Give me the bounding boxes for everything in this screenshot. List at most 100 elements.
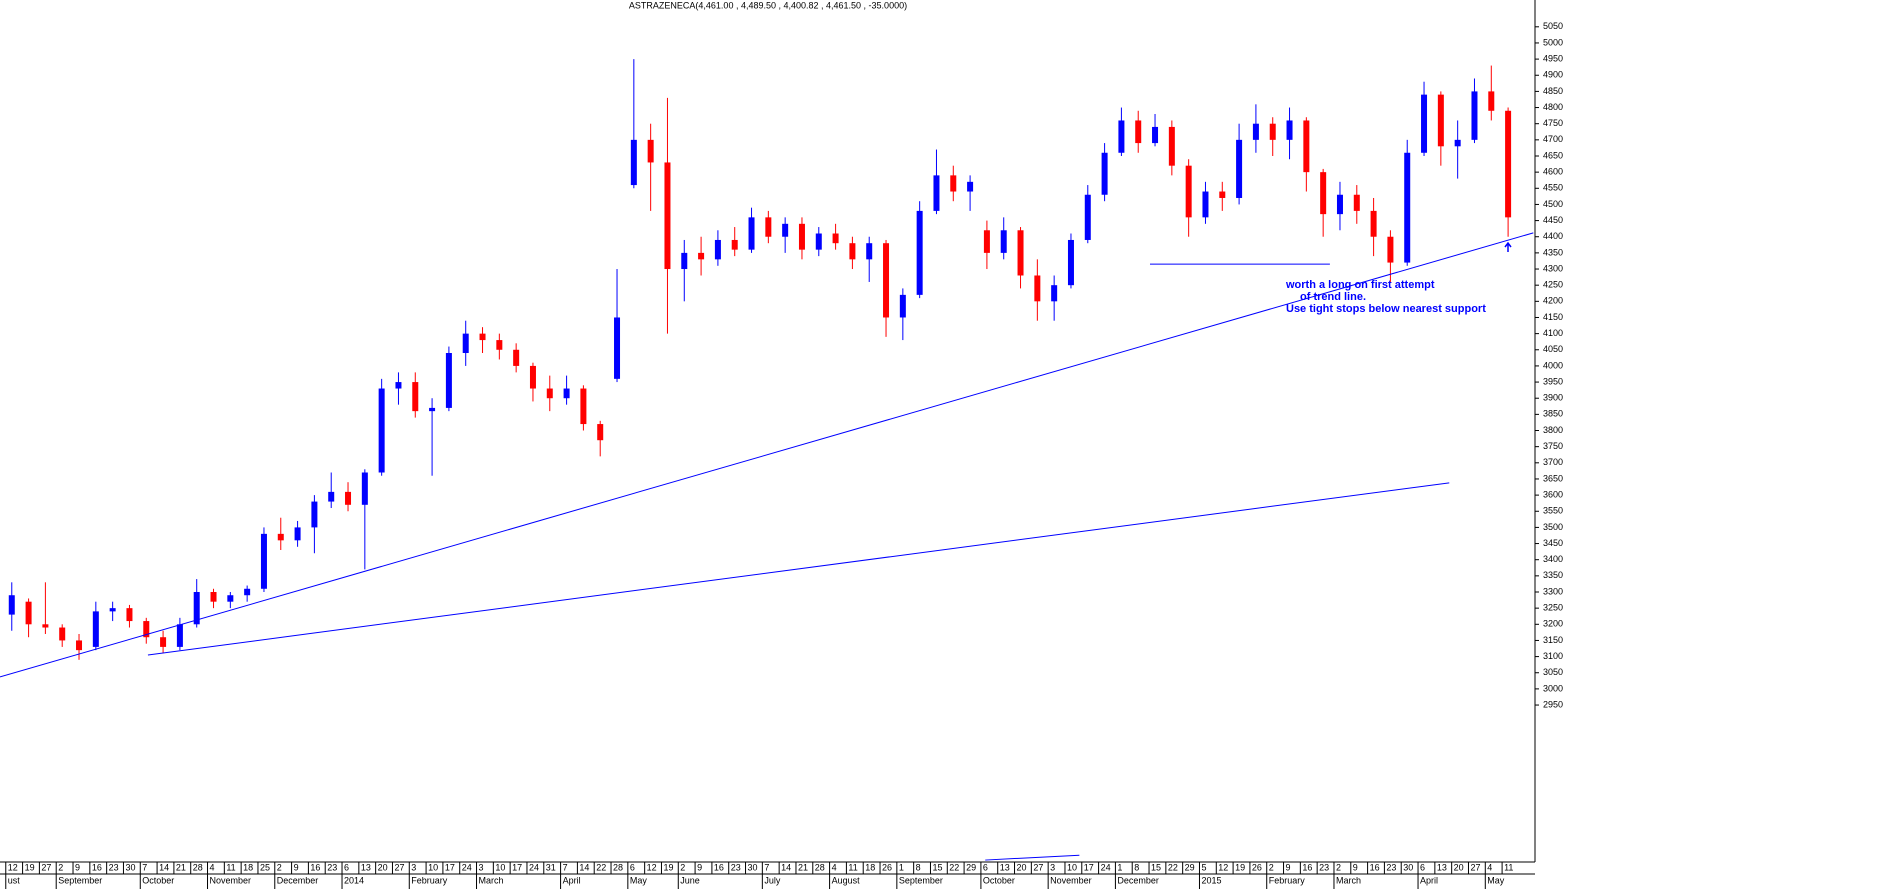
x-tick-label: 19	[25, 862, 35, 872]
candle-body	[244, 588, 251, 596]
x-tick-label: 25	[260, 862, 270, 872]
x-tick-label: 13	[1437, 862, 1447, 872]
x-tick-label: 16	[714, 862, 724, 872]
x-tick-label: 23	[1319, 862, 1329, 872]
candle-body	[698, 252, 705, 260]
x-tick-label: 23	[1386, 862, 1396, 872]
month-label: August	[832, 875, 861, 885]
month-label: February	[1269, 875, 1306, 885]
month-label: March	[479, 875, 504, 885]
candle-body	[143, 621, 150, 638]
x-tick-label: 27	[41, 862, 51, 872]
candle-body	[563, 388, 570, 399]
x-tick-label: 14	[579, 862, 589, 872]
x-tick-label: 14	[781, 862, 791, 872]
month-label: May	[1487, 875, 1505, 885]
candle-body	[664, 162, 671, 270]
x-tick-label: 8	[1134, 862, 1139, 872]
month-label: March	[1336, 875, 1361, 885]
candle-body	[731, 239, 738, 250]
candle-body	[395, 382, 402, 389]
x-tick-label: 18	[865, 862, 875, 872]
candle-body	[899, 294, 906, 318]
y-tick-label: 4250	[1543, 280, 1563, 290]
month-label: November	[1050, 875, 1092, 885]
x-tick-label: 20	[1454, 862, 1464, 872]
y-tick-label: 3700	[1543, 457, 1563, 467]
x-tick-label: 9	[75, 862, 80, 872]
candle-body	[8, 595, 15, 615]
x-tick-label: 27	[1470, 862, 1480, 872]
trend-line	[147, 482, 1450, 656]
candle-body	[1387, 236, 1394, 263]
candle-body	[1269, 123, 1276, 140]
annotation: worth a long on first attempt	[1285, 279, 1435, 291]
y-tick-label: 3000	[1543, 683, 1563, 693]
y-tick-label: 4450	[1543, 215, 1563, 225]
x-tick-label: 6	[983, 862, 988, 872]
candle-body	[193, 591, 200, 625]
x-tick-label: 8	[916, 862, 921, 872]
x-tick-label: 14	[159, 862, 169, 872]
x-tick-label: 9	[697, 862, 702, 872]
x-tick-label: 30	[1403, 862, 1413, 872]
candle-body	[1219, 191, 1226, 198]
y-tick-label: 3750	[1543, 441, 1563, 451]
month-label: February	[411, 875, 448, 885]
candle-body	[513, 349, 520, 366]
candle-body	[462, 333, 469, 354]
candle-body	[260, 533, 267, 589]
candle-body	[714, 239, 721, 260]
x-tick-label: 4	[210, 862, 215, 872]
candle-body	[1067, 239, 1074, 286]
candle-body	[1135, 120, 1142, 144]
x-tick-label: 6	[344, 862, 349, 872]
x-tick-label: 21	[798, 862, 808, 872]
candle-body	[782, 223, 789, 237]
y-tick-label: 4700	[1543, 134, 1563, 144]
y-tick-label: 3200	[1543, 619, 1563, 629]
candle-body	[328, 491, 335, 502]
candle-body	[1051, 285, 1058, 302]
candle-body	[1084, 194, 1091, 240]
month-label: December	[277, 875, 319, 885]
x-tick-label: 11	[226, 862, 235, 872]
candle-body	[311, 501, 318, 528]
x-tick-label: 6	[630, 862, 635, 872]
x-tick-label: 26	[1252, 862, 1262, 872]
candle-body	[1202, 191, 1209, 218]
candle-body	[1421, 94, 1428, 153]
candle-body	[109, 608, 116, 612]
candle-body	[412, 382, 419, 412]
candle-body	[1320, 172, 1327, 215]
candle-body	[42, 624, 49, 628]
x-tick-label: 3	[1050, 862, 1055, 872]
month-label: October	[142, 875, 174, 885]
candle-body	[277, 533, 284, 541]
candle-body	[25, 601, 32, 625]
y-tick-label: 3300	[1543, 586, 1563, 596]
month-label: July	[764, 875, 781, 885]
x-tick-label: 12	[1218, 862, 1228, 872]
x-tick-label: 16	[1302, 862, 1312, 872]
candle-body	[59, 627, 66, 641]
x-tick-label: 24	[529, 862, 539, 872]
candle-body	[1303, 120, 1310, 173]
x-tick-label: 19	[1235, 862, 1245, 872]
x-tick-label: 28	[613, 862, 623, 872]
y-tick-label: 2950	[1543, 699, 1563, 709]
y-tick-label: 3400	[1543, 554, 1563, 564]
candle-body	[1454, 139, 1461, 147]
x-tick-label: 17	[512, 862, 522, 872]
candle-body	[630, 139, 637, 186]
x-tick-label: 24	[1101, 862, 1111, 872]
x-tick-label: 3	[411, 862, 416, 872]
candle-body	[983, 230, 990, 253]
candle-body	[832, 233, 839, 244]
y-tick-label: 3100	[1543, 651, 1563, 661]
candle-body	[950, 175, 957, 192]
candle-body	[681, 252, 688, 270]
x-tick-label: 28	[815, 862, 825, 872]
arrow	[1504, 241, 1512, 252]
